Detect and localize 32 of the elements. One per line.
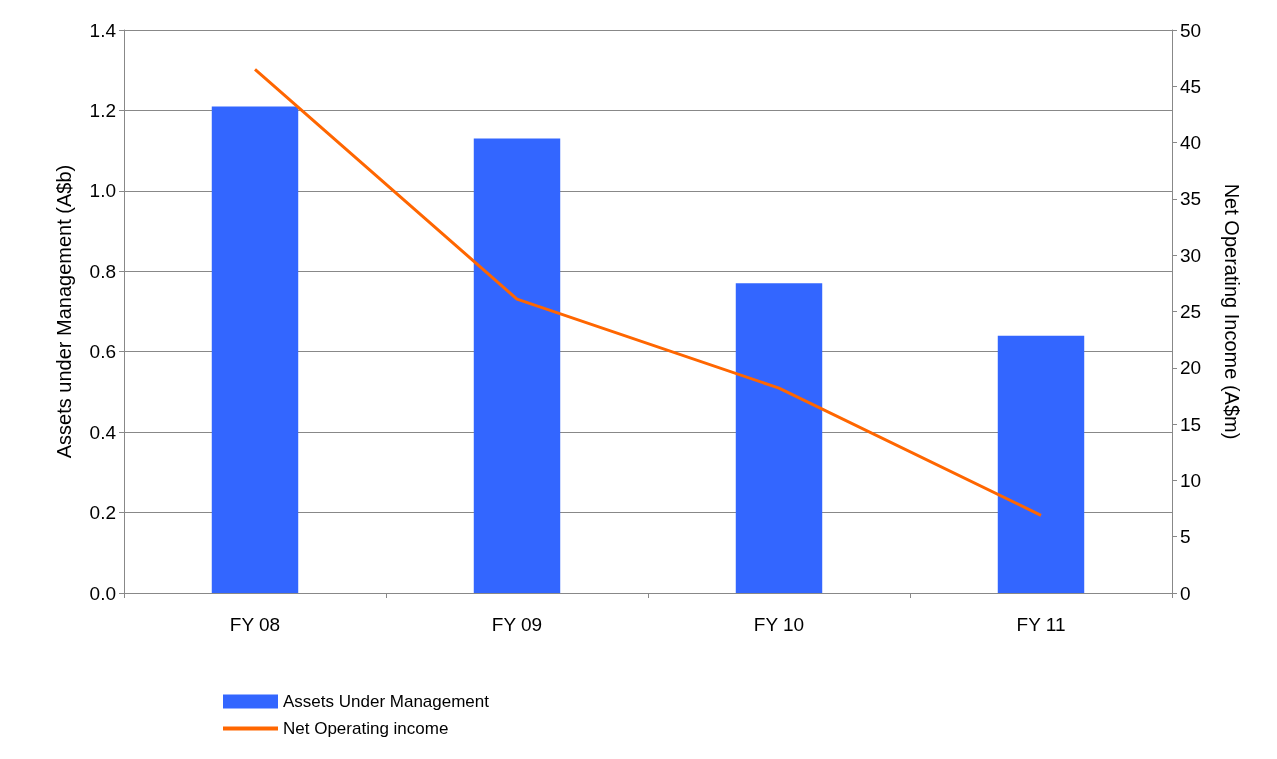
y2-tick-label: 50: [1180, 19, 1202, 41]
legend-label: Assets Under Management: [283, 692, 490, 711]
x-tick-label: FY 10: [753, 614, 805, 635]
x-tick-label: FY 11: [1016, 614, 1066, 635]
y2-tick-label: 40: [1180, 132, 1202, 154]
line-series: [253, 67, 1043, 517]
y-tick-label: 0.2: [89, 502, 116, 524]
y-tick-label: 1.0: [89, 180, 116, 202]
y2-tick-label: 15: [1180, 413, 1202, 435]
y-tick-label: 1.2: [89, 99, 116, 121]
y2-tick-label: 25: [1180, 301, 1202, 322]
y2-tick-label: 20: [1180, 357, 1202, 379]
y2-tick-label: 0: [1180, 582, 1191, 604]
x-tick-label: FY 08: [229, 614, 281, 635]
y-tick-label: 0.4: [89, 421, 117, 443]
legend-label: Net Operating income: [283, 719, 449, 738]
y2-tick-label: 10: [1180, 469, 1202, 491]
y-axis-title: Assets under Management (A$b): [53, 164, 75, 459]
y2-tick-label: 45: [1180, 75, 1202, 97]
bar: [997, 335, 1085, 593]
y-tick-label: 0.0: [89, 582, 116, 604]
bar: [735, 283, 823, 593]
bar: [473, 138, 561, 593]
y-tick-label: 1.4: [89, 19, 117, 41]
y-tick-label: 0.8: [89, 260, 116, 282]
y2-axis-title: Net Operating Income (A$m): [1221, 183, 1243, 440]
y2-tick-label: 35: [1180, 188, 1202, 210]
y2-tick-label: 30: [1180, 244, 1202, 266]
y2-tick-label: 5: [1180, 526, 1191, 548]
y-tick-label: 0.6: [89, 341, 116, 363]
x-tick-label: FY 09: [491, 614, 543, 635]
bar: [211, 106, 299, 593]
